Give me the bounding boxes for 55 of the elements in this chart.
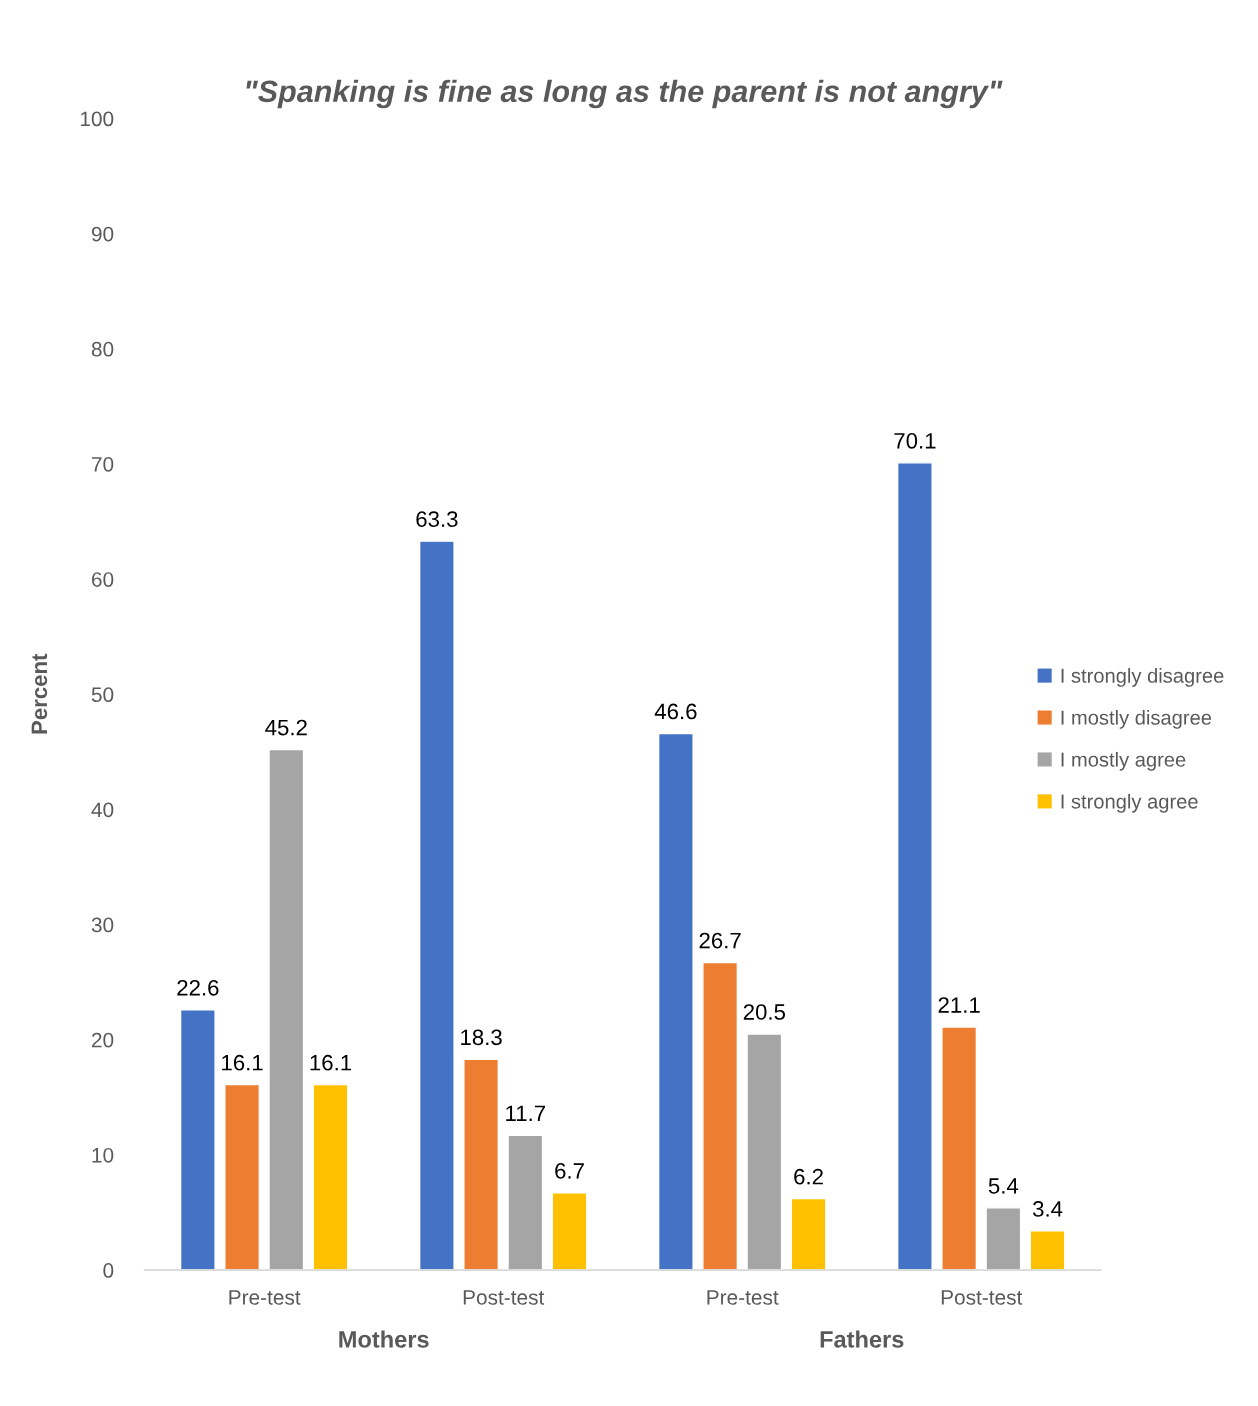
y-tick-label: 0 (103, 1263, 114, 1278)
y-tick-label: 80 (91, 341, 114, 357)
legend-label: I strongly disagree (1061, 668, 1224, 687)
bar (985, 1207, 1022, 1271)
y-tick-label: 100 (80, 111, 114, 127)
bar (224, 1083, 261, 1271)
y-tick-label: 90 (91, 226, 114, 242)
y-tick-label: 40 (91, 802, 114, 818)
bar (941, 1026, 978, 1271)
data-label: 16.1 (310, 1054, 352, 1071)
bar (463, 1058, 500, 1271)
x-tick-label: Pre-test (707, 1290, 779, 1305)
bar (746, 1033, 783, 1271)
legend-label: I mostly agree (1061, 751, 1186, 771)
bar (657, 732, 694, 1271)
data-label: 21.1 (938, 997, 980, 1013)
bar (896, 462, 933, 1271)
bar (1029, 1230, 1066, 1271)
y-tick-label: 10 (92, 1147, 114, 1163)
y-tick-label: 60 (92, 572, 114, 587)
data-label: 6.2 (794, 1168, 823, 1185)
x-tick-label: Post-test (463, 1290, 545, 1305)
data-label: 63.3 (416, 511, 458, 528)
data-label: 6.7 (555, 1163, 584, 1179)
bar (179, 1009, 216, 1271)
legend-label: I mostly disagree (1061, 709, 1212, 729)
text: Mothers (339, 1330, 429, 1348)
data-label: 3.4 (1032, 1201, 1063, 1217)
data-label: 45.2 (265, 719, 307, 736)
y-tick-label: 20 (91, 1032, 114, 1048)
bar (312, 1083, 349, 1271)
text: Fathers (820, 1330, 904, 1348)
data-label: 22.6 (177, 979, 219, 996)
x-tick-label: Post-test (941, 1290, 1023, 1305)
x-tick-label: Pre-test (229, 1290, 301, 1305)
data-label: 11.7 (506, 1105, 545, 1121)
y-axis-title: Percent (31, 653, 48, 734)
data-label: 16.1 (222, 1054, 263, 1071)
data-label: 5.4 (988, 1178, 1019, 1194)
bar (507, 1134, 544, 1271)
data-label: 46.6 (654, 703, 697, 720)
data-label: 18.3 (461, 1029, 502, 1046)
bar (790, 1197, 827, 1271)
data-label: 20.5 (743, 1004, 786, 1020)
bar (418, 540, 455, 1271)
y-tick-label: 30 (91, 917, 114, 933)
legend-label: I strongly agree (1061, 793, 1198, 813)
data-label: 26.7 (699, 932, 741, 949)
data-label: 70.1 (894, 432, 936, 449)
chart-title: "Spanking is fine as long as the parent is not angry" (246, 79, 1003, 109)
bar (702, 961, 739, 1271)
bar (551, 1192, 588, 1271)
y-tick-label: 70 (92, 456, 114, 472)
y-tick-label: 50 (91, 687, 114, 703)
bar (268, 748, 305, 1271)
